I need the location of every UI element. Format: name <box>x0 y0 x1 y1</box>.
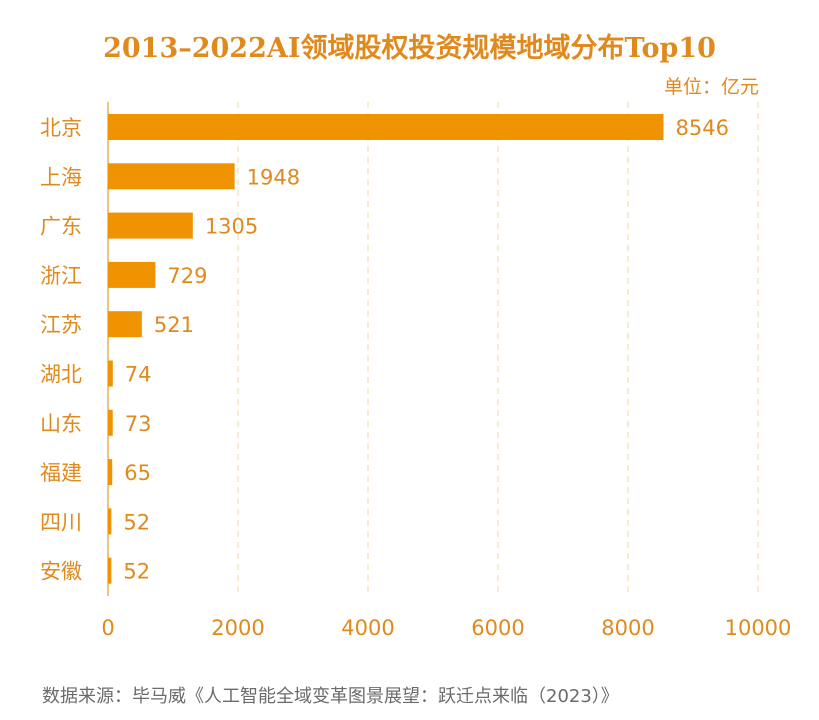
category-label-7: 福建 <box>40 461 82 485</box>
x-tick-label-4: 8000 <box>601 616 654 640</box>
bar-5 <box>108 360 113 387</box>
source-note: 数据来源：毕马威《人工智能全域变革图景展望：跃迁点来临（2023）》 <box>42 686 619 707</box>
value-label-5: 74 <box>125 363 152 387</box>
value-label-6: 73 <box>125 412 152 436</box>
x-tick-label-5: 10000 <box>725 616 792 640</box>
category-label-3: 浙江 <box>40 264 82 288</box>
category-label-0: 北京 <box>40 116 82 140</box>
value-label-3: 729 <box>167 264 207 288</box>
unit-label: 单位：亿元 <box>663 76 759 98</box>
x-tick-label-1: 2000 <box>211 616 264 640</box>
value-label-8: 52 <box>123 510 150 534</box>
value-label-4: 521 <box>154 313 194 337</box>
category-label-1: 上海 <box>40 165 82 189</box>
x-tick-label-2: 4000 <box>341 616 394 640</box>
category-label-5: 湖北 <box>40 363 82 387</box>
category-label-2: 广东 <box>40 215 82 239</box>
value-label-2: 1305 <box>205 215 258 239</box>
bar-2 <box>108 212 193 239</box>
category-label-9: 安徽 <box>40 560 82 584</box>
value-label-7: 65 <box>124 461 151 485</box>
category-label-6: 山东 <box>40 412 82 436</box>
chart-title: 2013–2022AI领域股权投资规模地域分布Top10 <box>103 33 716 64</box>
bar-9 <box>108 557 112 584</box>
bar-0 <box>108 114 664 140</box>
bar-3 <box>108 261 156 288</box>
category-label-8: 四川 <box>40 510 82 534</box>
x-tick-label-0: 0 <box>101 616 114 640</box>
bar-8 <box>108 508 112 535</box>
category-label-4: 江苏 <box>40 313 82 337</box>
bar-7 <box>108 459 113 486</box>
bar-1 <box>108 163 235 190</box>
bar-6 <box>108 409 113 436</box>
x-tick-label-3: 6000 <box>471 616 524 640</box>
value-label-9: 52 <box>123 560 150 584</box>
value-label-1: 1948 <box>247 165 300 189</box>
bar-4 <box>108 311 142 338</box>
value-label-0: 8546 <box>675 116 728 140</box>
